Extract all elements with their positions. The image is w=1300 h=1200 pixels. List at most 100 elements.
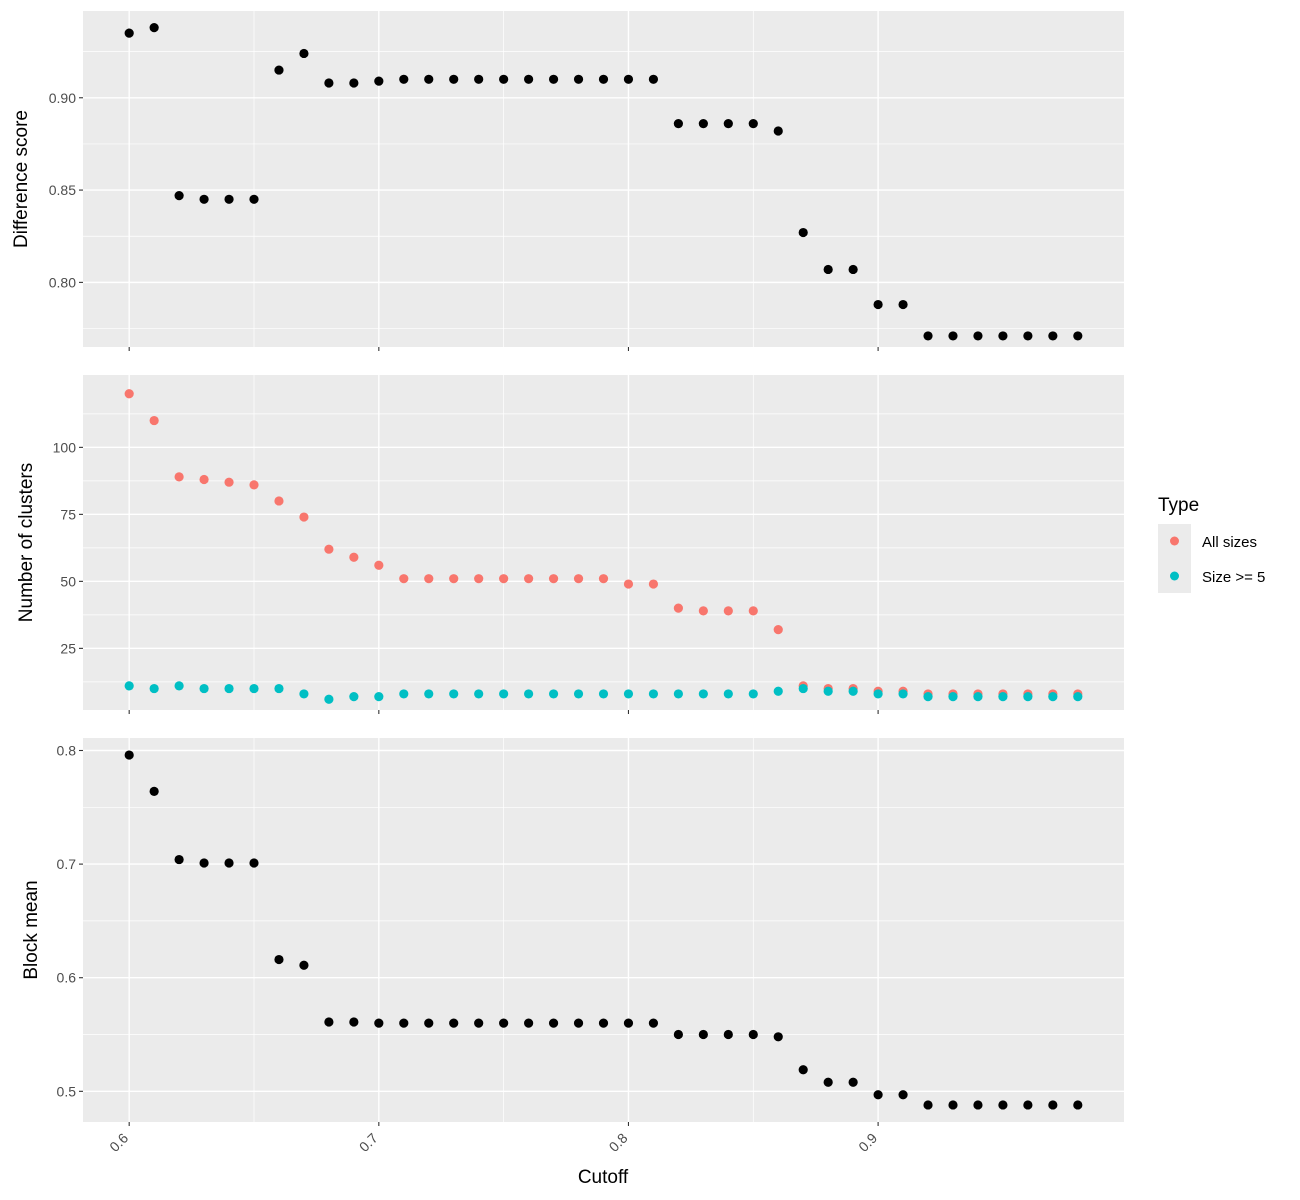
- data-point: [374, 76, 384, 86]
- data-point: [224, 477, 234, 487]
- data-point: [673, 119, 683, 129]
- data-point: [848, 1077, 858, 1087]
- data-point: [499, 1018, 509, 1028]
- data-point: [274, 65, 284, 75]
- data-point: [524, 574, 534, 584]
- data-point: [149, 683, 159, 694]
- data-point: [773, 625, 783, 635]
- data-point: [424, 689, 434, 699]
- data-point: [548, 574, 559, 584]
- data-point: [124, 389, 134, 399]
- panel-background: [83, 375, 1124, 710]
- data-point: [673, 1029, 683, 1040]
- x-tick-label: 0.8: [606, 1130, 631, 1155]
- data-point: [698, 119, 708, 129]
- panel-background: [83, 738, 1124, 1122]
- y-tick-label: 0.85: [49, 182, 76, 198]
- data-point: [299, 48, 309, 59]
- data-point: [374, 1018, 384, 1028]
- legend-label-all-sizes: All sizes: [1202, 534, 1257, 551]
- data-point: [773, 686, 783, 696]
- data-point: [648, 74, 659, 84]
- panel-top: 0.80 0.85 0.90 Difference score: [11, 11, 1124, 351]
- data-point: [124, 750, 134, 760]
- data-point: [474, 574, 484, 584]
- data-point: [499, 689, 509, 699]
- data-point: [299, 512, 309, 522]
- data-point: [274, 954, 284, 965]
- y-tick-label: 0.5: [57, 1083, 77, 1099]
- data-point: [648, 689, 659, 699]
- y-tick-label: 75: [60, 506, 76, 522]
- data-point: [598, 1018, 609, 1028]
- data-point: [349, 552, 359, 562]
- data-point: [424, 1018, 434, 1028]
- data-point: [349, 692, 359, 702]
- data-point: [424, 574, 434, 584]
- series: [124, 23, 1083, 341]
- data-point: [199, 474, 209, 485]
- legend-key-background: [1158, 524, 1191, 593]
- x-axis: 0.6 0.7 0.8 0.9: [106, 1130, 880, 1155]
- data-point: [149, 23, 159, 33]
- data-point: [698, 689, 708, 699]
- data-point: [124, 681, 134, 691]
- x-tick-label: 0.9: [855, 1130, 880, 1155]
- data-point: [474, 689, 484, 699]
- data-point: [973, 331, 983, 341]
- y-tick-label: 0.6: [57, 970, 77, 986]
- data-point: [149, 415, 159, 426]
- data-point: [324, 78, 334, 88]
- data-point: [923, 1100, 933, 1110]
- data-point: [798, 1065, 808, 1075]
- data-point: [923, 692, 933, 702]
- data-point: [524, 1018, 534, 1028]
- data-point: [274, 496, 284, 506]
- data-point: [898, 689, 908, 699]
- data-point: [124, 28, 134, 38]
- data-point: [798, 683, 808, 694]
- panels: 0.80 0.85 0.90 Difference score 25 50 75 100 Num…: [11, 11, 1124, 1126]
- data-point: [623, 689, 634, 699]
- data-point: [873, 1090, 883, 1100]
- data-point: [174, 472, 184, 482]
- data-point: [449, 74, 459, 84]
- data-point: [474, 74, 484, 84]
- y-tick-label: 0.80: [49, 274, 76, 290]
- data-point: [748, 1029, 758, 1040]
- y-tick-label: 25: [60, 640, 76, 656]
- x-tick-label: 0.7: [356, 1130, 381, 1155]
- data-point: [998, 692, 1008, 702]
- data-point: [199, 683, 209, 694]
- data-point: [723, 689, 733, 699]
- y-axis-title: Difference score: [11, 110, 32, 248]
- data-point: [548, 1018, 559, 1028]
- data-point: [424, 74, 434, 84]
- data-point: [548, 74, 559, 84]
- data-point: [573, 1018, 584, 1028]
- y-tick-label: 0.8: [57, 742, 77, 758]
- data-point: [399, 574, 409, 584]
- data-point: [399, 689, 409, 699]
- data-point: [249, 194, 259, 204]
- data-point: [548, 689, 559, 699]
- data-point: [249, 683, 259, 694]
- data-point: [524, 689, 534, 699]
- panel-background: [83, 11, 1124, 347]
- data-point: [1048, 1100, 1058, 1110]
- data-point: [998, 331, 1008, 341]
- panel-middle: 25 50 75 100 Number of clusters: [16, 375, 1124, 714]
- legend: Type All sizes Size >= 5: [1158, 495, 1265, 593]
- data-point: [324, 544, 334, 554]
- data-point: [648, 1018, 659, 1028]
- data-point: [623, 579, 634, 589]
- x-tick-label: 0.6: [106, 1130, 131, 1155]
- data-point: [573, 689, 584, 699]
- data-point: [374, 560, 384, 570]
- legend-title: Type: [1158, 495, 1199, 516]
- data-point: [648, 579, 659, 589]
- data-point: [174, 854, 184, 865]
- data-point: [823, 686, 833, 696]
- data-point: [449, 1018, 459, 1028]
- data-point: [1048, 331, 1058, 341]
